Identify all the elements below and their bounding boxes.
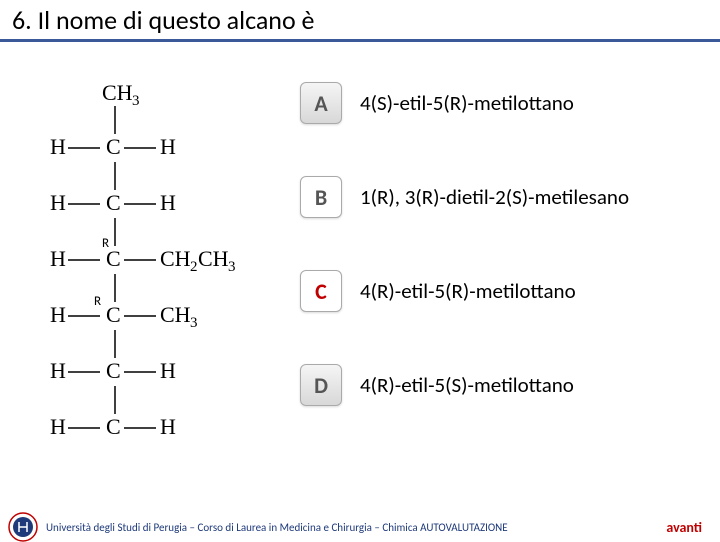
option-text-b: 1(R), 3(R)-dietil-2(S)-metilesano	[360, 184, 629, 210]
svg-text:H: H	[50, 134, 66, 159]
svg-text:CH: CH	[160, 302, 191, 327]
option-text-a: 4(S)-etil-5(R)-metilottano	[360, 90, 574, 116]
option-letter-c: C	[315, 278, 327, 305]
svg-text:CH: CH	[102, 80, 133, 105]
option-letter-d: D	[314, 372, 328, 399]
svg-text:H: H	[160, 414, 176, 439]
svg-text:H: H	[160, 358, 176, 383]
option-row-a: A 4(S)-etil-5(R)-metilottano	[300, 82, 700, 124]
molecule-svg: CH 3 H C H H C H H C CH 2 CH 3	[20, 72, 280, 472]
molecule-structure: CH 3 H C H H C H H C CH 2 CH 3	[20, 72, 280, 472]
svg-text:3: 3	[132, 93, 140, 109]
svg-text:H: H	[50, 302, 66, 327]
footer-text: Università degli Studi di Perugia – Cors…	[46, 521, 508, 534]
university-logo-icon	[8, 512, 38, 542]
svg-text:H: H	[50, 246, 66, 271]
svg-text:H: H	[160, 134, 176, 159]
answer-options: A 4(S)-etil-5(R)-metilottano B 1(R), 3(R…	[300, 82, 700, 458]
svg-text:C: C	[106, 302, 121, 327]
option-button-b[interactable]: B	[300, 176, 342, 218]
option-letter-a: A	[314, 90, 327, 117]
svg-text:H: H	[50, 190, 66, 215]
option-button-c[interactable]: C	[300, 270, 342, 312]
svg-text:CH: CH	[198, 246, 229, 271]
option-row-d: D 4(R)-etil-5(S)-metilottano	[300, 364, 700, 406]
svg-text:H: H	[160, 190, 176, 215]
question-header: 6. Il nome di questo alcano è	[0, 0, 720, 42]
option-text-c: 4(R)-etil-5(R)-metilottano	[360, 278, 576, 304]
option-button-a[interactable]: A	[300, 82, 342, 124]
content-area: CH 3 H C H H C H H C CH 2 CH 3	[0, 42, 720, 502]
svg-text:3: 3	[228, 259, 236, 275]
next-button[interactable]: avanti	[666, 519, 702, 536]
svg-text:C: C	[106, 134, 121, 159]
svg-text:C: C	[106, 358, 121, 383]
option-letter-b: B	[315, 184, 327, 211]
svg-text:C: C	[106, 414, 121, 439]
svg-text:H: H	[50, 414, 66, 439]
svg-text:CH: CH	[160, 246, 191, 271]
option-button-d[interactable]: D	[300, 364, 342, 406]
svg-text:3: 3	[190, 315, 198, 331]
stereo-label-r2: R	[94, 294, 101, 309]
question-title: 6. Il nome di questo alcano è	[12, 4, 315, 36]
option-text-d: 4(R)-etil-5(S)-metilottano	[360, 372, 574, 398]
svg-text:H: H	[50, 358, 66, 383]
option-row-c: C 4(R)-etil-5(R)-metilottano	[300, 270, 700, 312]
stereo-label-r1: R	[102, 236, 109, 251]
footer: Università degli Studi di Perugia – Cors…	[0, 514, 720, 540]
option-row-b: B 1(R), 3(R)-dietil-2(S)-metilesano	[300, 176, 700, 218]
svg-text:2: 2	[190, 259, 198, 275]
svg-text:C: C	[106, 190, 121, 215]
